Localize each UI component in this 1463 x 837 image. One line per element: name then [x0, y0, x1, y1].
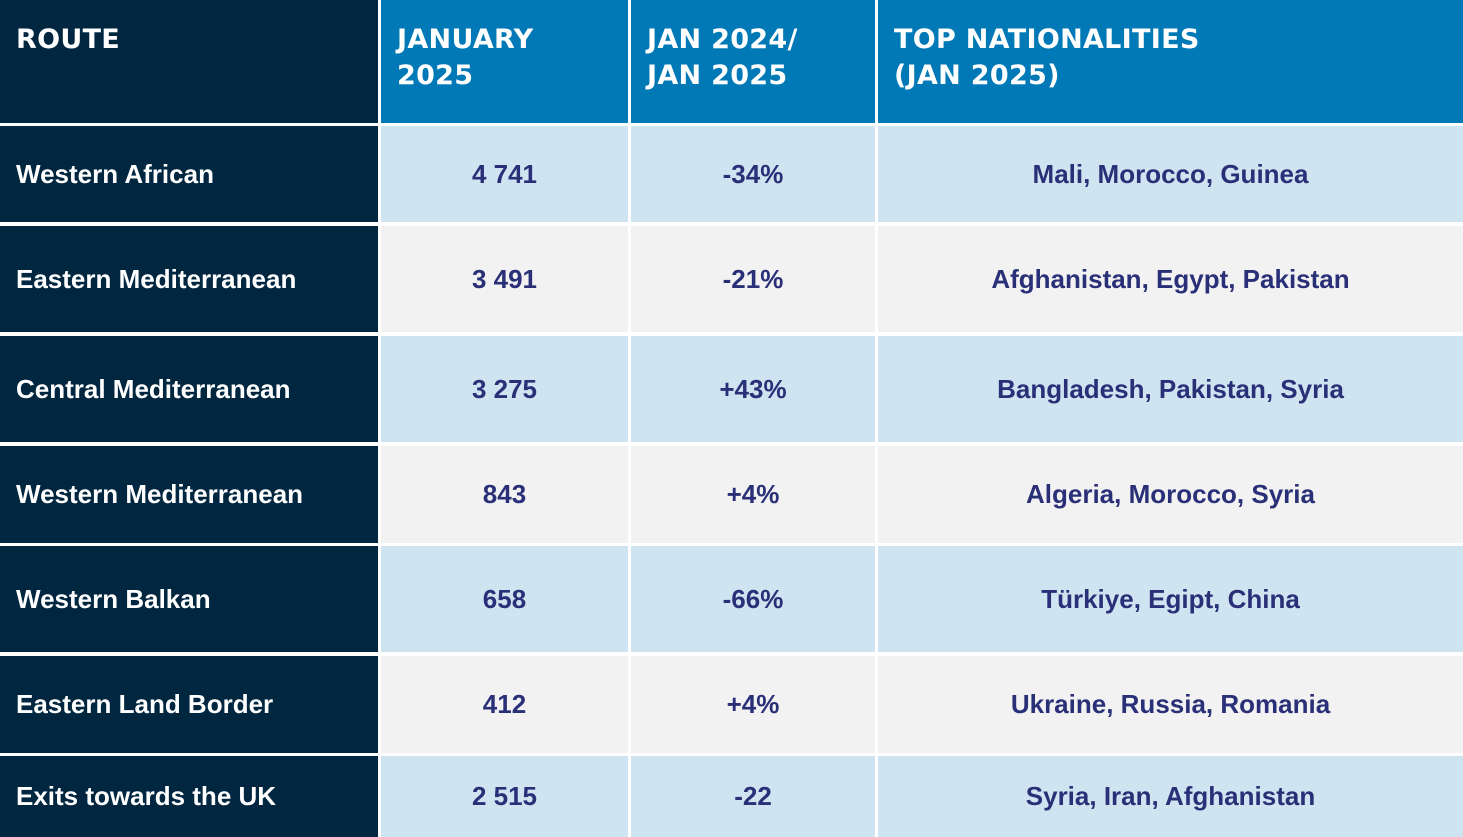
- change-cell: +4%: [631, 656, 875, 753]
- table-row: Western African 4 741 -34% Mali, Morocco…: [0, 126, 1463, 222]
- route-cell: Exits towards the UK: [0, 756, 378, 837]
- route-cell: Central Mediterranean: [0, 336, 378, 442]
- table-row: Eastern Land Border 412 +4% Ukraine, Rus…: [0, 656, 1463, 753]
- nationalities-cell: Türkiye, Egipt, China: [878, 546, 1463, 652]
- table-row: Western Mediterranean 843 +4% Algeria, M…: [0, 446, 1463, 543]
- nationalities-cell: Algeria, Morocco, Syria: [878, 446, 1463, 543]
- table-row: Central Mediterranean 3 275 +43% Banglad…: [0, 336, 1463, 442]
- header-change: JAN 2024/ JAN 2025: [631, 0, 875, 123]
- change-cell: -66%: [631, 546, 875, 652]
- header-top-nationalities: TOP NATIONALITIES (JAN 2025): [878, 0, 1463, 123]
- nationalities-cell: Bangladesh, Pakistan, Syria: [878, 336, 1463, 442]
- nationalities-cell: Mali, Morocco, Guinea: [878, 126, 1463, 222]
- header-route: ROUTE: [0, 0, 378, 123]
- table-row: Exits towards the UK 2 515 -22 Syria, Ir…: [0, 756, 1463, 837]
- change-cell: -22: [631, 756, 875, 837]
- change-cell: -34%: [631, 126, 875, 222]
- change-cell: +43%: [631, 336, 875, 442]
- route-cell: Western African: [0, 126, 378, 222]
- route-cell: Eastern Land Border: [0, 656, 378, 753]
- january-2025-cell: 658: [381, 546, 628, 652]
- change-cell: +4%: [631, 446, 875, 543]
- table-row: Eastern Mediterranean 3 491 -21% Afghani…: [0, 226, 1463, 332]
- route-cell: Western Balkan: [0, 546, 378, 652]
- route-cell: Eastern Mediterranean: [0, 226, 378, 332]
- january-2025-cell: 3 491: [381, 226, 628, 332]
- table-row: Western Balkan 658 -66% Türkiye, Egipt, …: [0, 546, 1463, 652]
- nationalities-cell: Syria, Iran, Afghanistan: [878, 756, 1463, 837]
- header-january-2025: JANUARY 2025: [381, 0, 628, 123]
- january-2025-cell: 2 515: [381, 756, 628, 837]
- route-cell: Western Mediterranean: [0, 446, 378, 543]
- january-2025-cell: 843: [381, 446, 628, 543]
- january-2025-cell: 412: [381, 656, 628, 753]
- january-2025-cell: 4 741: [381, 126, 628, 222]
- january-2025-cell: 3 275: [381, 336, 628, 442]
- nationalities-cell: Afghanistan, Egypt, Pakistan: [878, 226, 1463, 332]
- nationalities-cell: Ukraine, Russia, Romania: [878, 656, 1463, 753]
- change-cell: -21%: [631, 226, 875, 332]
- table-header-row: ROUTE JANUARY 2025 JAN 2024/ JAN 2025 TO…: [0, 0, 1463, 123]
